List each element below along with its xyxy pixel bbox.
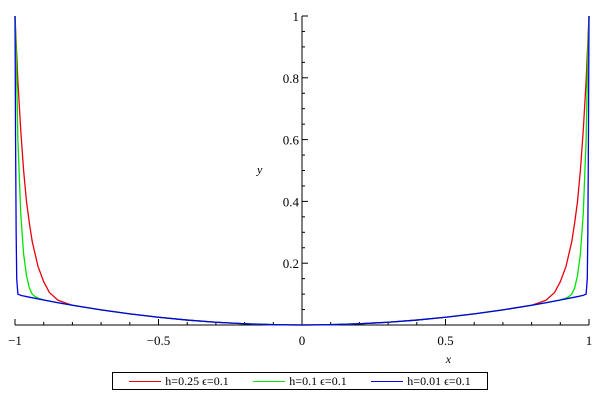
y-tick-label: 0.6 — [283, 133, 300, 148]
y-axis-label: y — [256, 163, 263, 177]
series-layer — [14, 15, 590, 326]
legend-swatch — [253, 380, 286, 382]
legend-label: h=0.1 ϵ=0.1 — [289, 373, 347, 388]
legend-item-2: h=0.01 ϵ=0.1 — [371, 373, 471, 389]
axes — [14, 15, 590, 326]
y-tick-label: 0.8 — [283, 71, 299, 86]
x-tick-label: 0.5 — [437, 333, 453, 348]
y-tick-label: 0.4 — [283, 194, 300, 209]
legend-swatch — [371, 380, 404, 382]
x-axis-label: x — [445, 352, 452, 366]
x-tick-label: −0.5 — [147, 333, 171, 348]
x-tick-label: 0 — [299, 333, 306, 348]
x-tick-label: 1 — [586, 333, 593, 348]
y-tick-label: 1 — [293, 9, 300, 24]
legend: h=0.25 ϵ=0.1 h=0.1 ϵ=0.1 h=0.01 ϵ=0.1 — [112, 372, 488, 390]
legend-item-0: h=0.25 ϵ=0.1 — [129, 373, 229, 389]
labels: −1 −0.5 0 0.5 1 0.2 0.4 0.6 0.8 1 x y — [8, 9, 592, 366]
legend-swatch — [129, 380, 162, 382]
y-tick-label: 0.2 — [283, 256, 299, 271]
legend-item-1: h=0.1 ϵ=0.1 — [253, 373, 347, 389]
x-tick-label: −1 — [8, 333, 22, 348]
legend-label: h=0.01 ϵ=0.1 — [407, 373, 471, 388]
chart: −1 −0.5 0 0.5 1 0.2 0.4 0.6 0.8 1 x y — [8, 9, 592, 366]
series-line-2 — [14, 15, 590, 326]
legend-label: h=0.25 ϵ=0.1 — [165, 373, 229, 388]
